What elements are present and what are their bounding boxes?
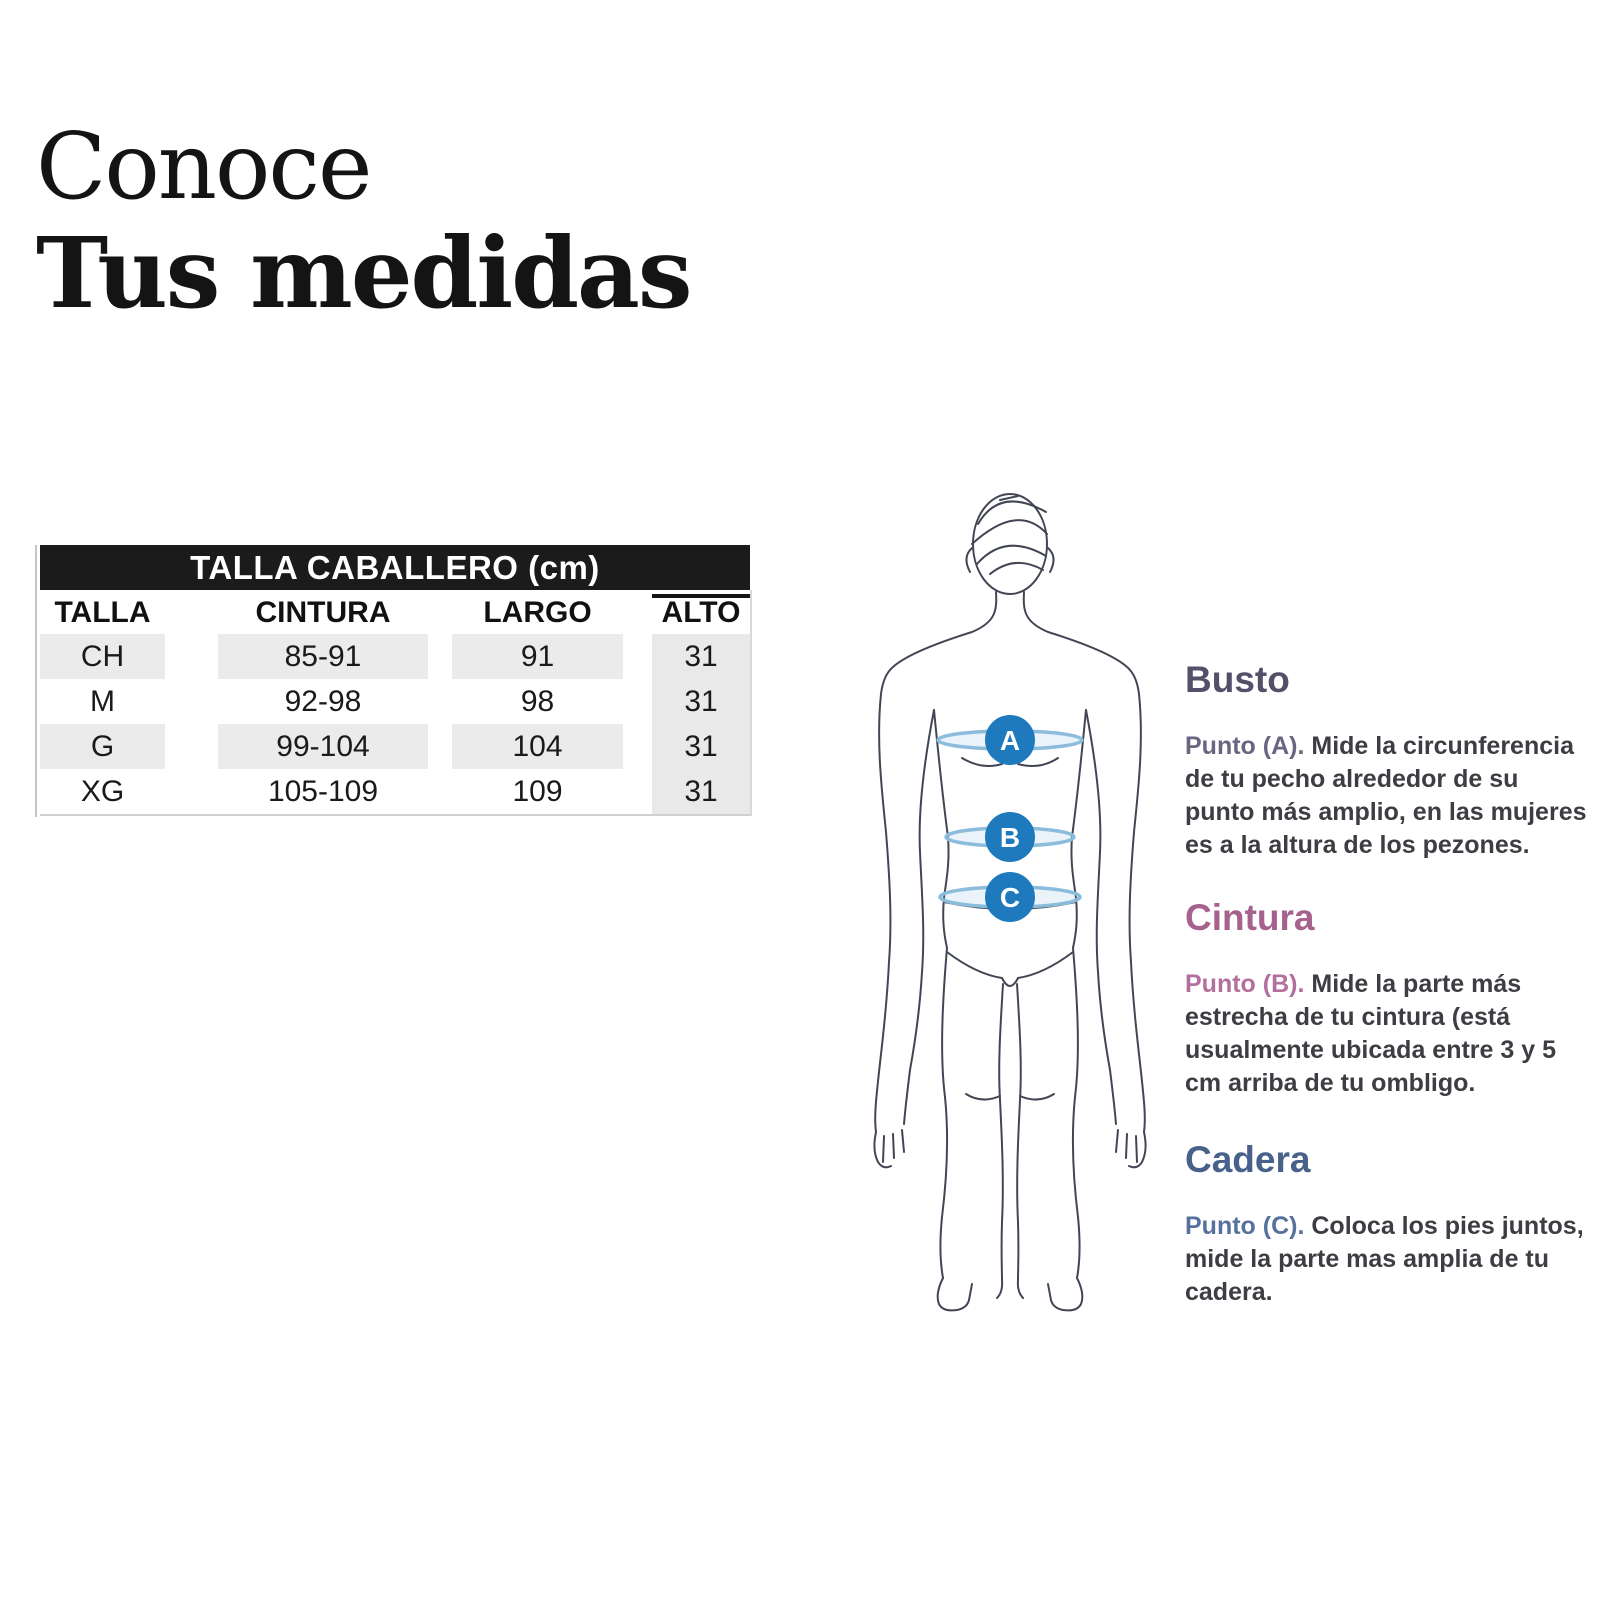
table-row: M 92-98 98 31: [40, 679, 750, 724]
cadera-point-lead: Punto (C).: [1185, 1212, 1305, 1240]
cell-alto: 31: [684, 774, 718, 808]
cell-talla: G: [40, 724, 165, 769]
table-row: XG 105-109 109 31: [40, 769, 750, 814]
point-a-label: A: [1000, 725, 1020, 756]
column-header-largo: LARGO: [452, 592, 623, 634]
cell-alto: 31: [684, 729, 718, 763]
section-cadera: Cadera Punto (C). Coloca los pies juntos…: [1185, 1140, 1600, 1309]
cintura-point-text: Mide la parte más estrecha de tu cintura…: [1185, 970, 1556, 1097]
cadera-heading: Cadera: [1185, 1139, 1311, 1180]
cintura-point-lead: Punto (B).: [1185, 970, 1305, 998]
section-cintura: Cintura Punto (B). Mide la parte más est…: [1185, 898, 1600, 1100]
point-b-label: B: [1000, 822, 1020, 853]
cell-cintura: 85-91: [218, 634, 428, 679]
cell-cintura: 92-98: [218, 679, 428, 724]
cell-talla: XG: [40, 769, 165, 814]
male-body-diagram: A B C: [850, 472, 1170, 1322]
table-bottom-border: [40, 814, 750, 816]
cell-largo: 91: [452, 634, 623, 679]
page-title: Conoce Tus medidas: [36, 113, 692, 330]
cell-alto: 31: [684, 684, 718, 718]
cadera-point-text: Coloca los pies juntos, mide la parte ma…: [1185, 1212, 1584, 1306]
cell-cintura: 99-104: [218, 724, 428, 769]
alto-column-background: [652, 634, 750, 814]
cell-talla: M: [40, 679, 165, 724]
header-divider-segment: [652, 594, 750, 598]
busto-heading: Busto: [1185, 659, 1290, 700]
point-b-marker: B: [985, 812, 1035, 862]
cell-largo: 98: [452, 679, 623, 724]
point-a-marker: A: [985, 715, 1035, 765]
column-header-cintura: CINTURA: [218, 592, 428, 634]
column-header-alto: ALTO: [661, 596, 741, 629]
point-c-marker: C: [985, 872, 1035, 922]
page-title-line2: Tus medidas: [36, 216, 692, 330]
busto-description: Punto (A). Mide la circunferencia de tu …: [1185, 730, 1600, 862]
section-busto: Busto Punto (A). Mide la circunferencia …: [1185, 660, 1600, 862]
body-outline-illustration: A B C: [873, 493, 1147, 1312]
page-title-line1: Conoce: [36, 113, 372, 220]
cell-alto: 31: [684, 639, 718, 673]
point-c-label: C: [1000, 882, 1020, 913]
busto-point-lead: Punto (A).: [1185, 732, 1305, 760]
cintura-description: Punto (B). Mide la parte más estrecha de…: [1185, 968, 1600, 1100]
table-left-border: [35, 545, 37, 817]
table-row: CH 85-91 91 31: [40, 634, 750, 679]
cadera-description: Punto (C). Coloca los pies juntos, mide …: [1185, 1210, 1600, 1309]
cintura-heading: Cintura: [1185, 897, 1315, 938]
cell-largo: 109: [452, 769, 623, 814]
size-table-title: TALLA CABALLERO (cm): [190, 548, 600, 586]
busto-point-text: Mide la circunferencia de tu pecho alred…: [1185, 732, 1587, 859]
cell-talla: CH: [40, 634, 165, 679]
size-table-title-bar: TALLA CABALLERO (cm): [40, 545, 750, 590]
table-row: G 99-104 104 31: [40, 724, 750, 769]
body-outline: [873, 493, 1147, 1312]
cell-cintura: 105-109: [218, 769, 428, 814]
size-table: TALLA CABALLERO (cm) TALLA CINTURA LARGO…: [35, 545, 752, 817]
cell-largo: 104: [452, 724, 623, 769]
table-right-border: [750, 590, 752, 816]
column-header-talla: TALLA: [40, 592, 165, 634]
